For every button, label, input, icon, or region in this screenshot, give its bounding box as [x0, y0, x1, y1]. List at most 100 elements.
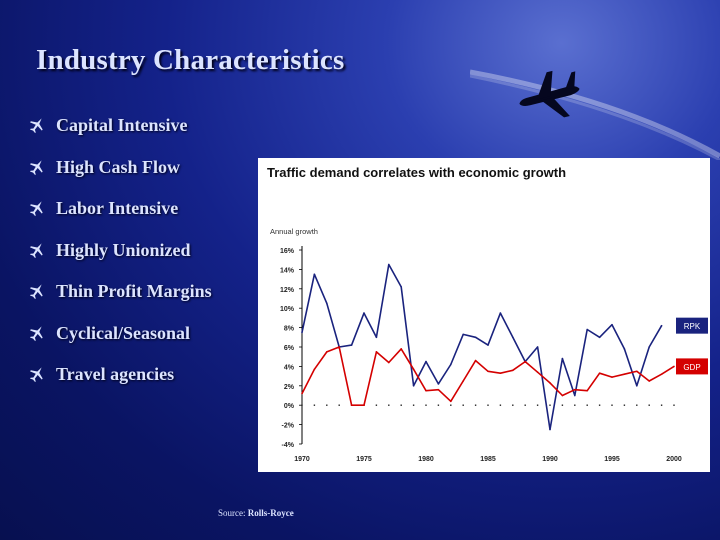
data-point-gdp	[673, 365, 675, 368]
zero-baseline-dot	[462, 404, 464, 406]
data-point-rpk	[388, 263, 390, 266]
data-point-rpk	[375, 336, 378, 339]
bullet-text: Capital Intensive	[56, 115, 188, 135]
data-point-gdp	[648, 380, 650, 382]
data-point-gdp	[462, 380, 464, 382]
data-point-rpk	[648, 346, 650, 348]
data-point-rpk	[450, 363, 452, 366]
data-point-gdp	[636, 370, 638, 373]
legend-box-gdp	[676, 358, 708, 375]
x-tick-label: 2000	[666, 456, 682, 463]
zero-baseline-dot	[437, 404, 440, 406]
data-point-gdp	[375, 351, 378, 353]
zero-baseline-dot	[611, 404, 613, 406]
data-point-gdp	[512, 369, 514, 372]
zero-baseline-dot	[636, 404, 638, 406]
data-point-rpk	[611, 323, 613, 326]
y-tick-label: 6%	[284, 345, 295, 352]
y-tick-label: 16%	[280, 248, 295, 255]
bullet-text: Cyclical/Seasonal	[56, 322, 190, 343]
data-point-gdp	[400, 348, 402, 350]
zero-baseline-dot	[574, 404, 576, 406]
data-point-rpk	[536, 346, 539, 348]
legend-label-gdp: GDP	[683, 363, 700, 372]
data-point-rpk	[301, 331, 303, 334]
data-point-rpk	[574, 394, 576, 397]
zero-baseline-dot	[338, 404, 340, 406]
data-point-gdp	[388, 361, 390, 364]
source-prefix: Source:	[218, 508, 246, 518]
series-line-rpk	[301, 263, 663, 431]
y-tick-label: -4%	[282, 442, 295, 449]
y-tick-label: 12%	[280, 287, 295, 294]
data-point-rpk	[636, 385, 638, 387]
zero-baseline-dot	[499, 404, 502, 406]
data-point-gdp	[586, 389, 588, 392]
zero-baseline-dot	[598, 404, 601, 406]
zero-baseline-dot	[326, 404, 328, 406]
data-point-gdp	[425, 389, 427, 392]
zero-baseline-dot	[412, 404, 415, 406]
data-point-gdp	[313, 368, 316, 371]
x-tick-label: 1980	[418, 456, 434, 463]
data-point-gdp	[561, 394, 564, 397]
data-point-gdp	[524, 360, 526, 363]
data-point-gdp	[350, 404, 353, 406]
data-point-rpk	[598, 336, 601, 339]
data-point-rpk	[487, 344, 489, 346]
zero-baseline-dot	[375, 404, 378, 406]
zero-baseline-dot	[474, 404, 477, 406]
data-point-gdp	[611, 376, 613, 378]
zero-baseline-dot	[536, 404, 539, 406]
y-tick-label: -2%	[282, 423, 295, 430]
data-point-gdp	[536, 371, 539, 374]
data-point-rpk	[425, 360, 427, 363]
zero-baseline-dot	[512, 404, 514, 406]
source-note: Source: Rolls-Royce	[218, 508, 294, 518]
y-tick-label: 10%	[280, 306, 295, 313]
airplane-icon	[29, 325, 43, 341]
y-tick-label: 8%	[284, 326, 295, 333]
data-point-rpk	[623, 348, 626, 350]
data-point-rpk	[474, 336, 477, 339]
data-point-gdp	[623, 373, 626, 375]
x-tick-label: 1970	[294, 456, 310, 463]
data-point-gdp	[474, 359, 477, 362]
zero-baseline-dot	[450, 404, 452, 406]
zero-baseline-dot	[524, 404, 526, 406]
data-point-rpk	[313, 273, 316, 276]
data-point-gdp	[487, 370, 489, 373]
zero-baseline-dot	[487, 404, 489, 406]
zero-baseline-dot	[549, 404, 551, 406]
bullet-text: Highly Unionized	[56, 239, 191, 260]
data-point-rpk	[462, 333, 464, 336]
zero-baseline-dot	[673, 404, 675, 406]
data-point-rpk	[561, 357, 564, 360]
data-point-gdp	[412, 368, 415, 371]
data-point-gdp	[437, 388, 440, 391]
data-point-rpk	[499, 312, 502, 314]
zero-baseline-dot	[388, 404, 390, 406]
bullet-text: Labor Intensive	[56, 198, 179, 218]
data-point-gdp	[574, 388, 576, 391]
series-line-gdp	[301, 346, 675, 406]
airplane-icon	[29, 284, 43, 300]
data-point-gdp	[338, 346, 340, 348]
data-point-rpk	[549, 428, 551, 431]
data-point-rpk	[363, 312, 365, 314]
airplane-icon	[29, 242, 43, 258]
jet-airplane-icon	[470, 69, 720, 160]
airplane-icon	[29, 118, 43, 134]
x-tick-label: 1985	[480, 456, 496, 463]
zero-baseline-dot	[425, 404, 427, 406]
data-point-gdp	[326, 351, 328, 353]
source-name: Rolls-Royce	[247, 508, 294, 518]
data-point-rpk	[350, 344, 353, 346]
zero-baseline-dot	[313, 404, 316, 406]
y-axis-label: Annual growth	[270, 227, 318, 236]
data-point-gdp	[598, 372, 601, 374]
zero-baseline-dot	[561, 404, 564, 406]
growth-chart: Traffic demand correlates with economic …	[267, 165, 708, 463]
zero-baseline-dot	[400, 404, 402, 406]
x-tick-label: 1990	[542, 456, 558, 463]
